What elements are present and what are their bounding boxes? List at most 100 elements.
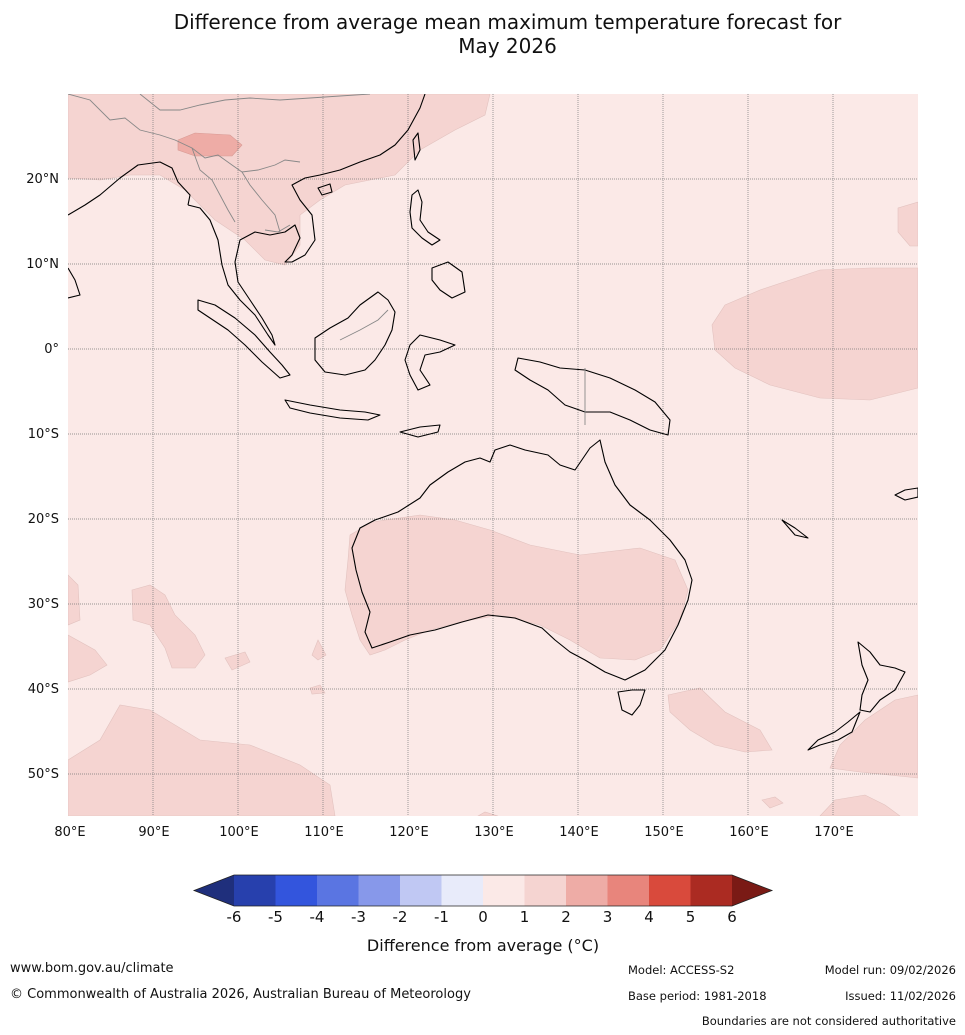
colorbar-tick-label: -1 — [434, 908, 449, 926]
colorbar-label: Difference from average (°C) — [367, 936, 599, 955]
colorbar-outline — [192, 874, 774, 907]
lon-label: 120°E — [389, 825, 429, 840]
lat-label: 10°S — [28, 427, 59, 442]
colorbar-tick-label: -5 — [268, 908, 283, 926]
model-text: Model: ACCESS-S2 — [628, 963, 735, 977]
coastline-india-south — [68, 267, 81, 299]
lon-label: 90°E — [138, 825, 169, 840]
coastline-india — [68, 161, 191, 216]
colorbar-tick-label: -3 — [351, 908, 366, 926]
colorbar-swatch — [275, 875, 317, 906]
coastline-sumatra — [197, 299, 291, 379]
latitude-labels: 20°N 10°N 0° 10°S 20°S 30°S 40°S 50°S — [26, 172, 59, 782]
anomaly-region-hot — [177, 132, 243, 157]
coastline-mainland-sea — [187, 94, 426, 346]
lat-label: 40°S — [28, 682, 59, 697]
lon-label: 170°E — [814, 825, 854, 840]
longitude-labels: 80°E 90°E 100°E 110°E 120°E 130°E 140°E … — [54, 825, 853, 840]
graticule — [68, 94, 918, 816]
lon-label: 150°E — [644, 825, 684, 840]
coastline-philippines-mindanao — [431, 261, 466, 299]
colorbar-tick-label: -2 — [393, 908, 408, 926]
coastline-borneo — [314, 291, 396, 376]
colorbar-swatch — [400, 875, 442, 906]
anomaly-region-south-indian-2 — [131, 584, 206, 669]
issued-text: Issued: 11/02/2026 — [845, 989, 956, 1003]
base-period-text: Base period: 1981-2018 — [628, 989, 767, 1003]
lon-label: 110°E — [304, 825, 344, 840]
coastline-new-guinea — [514, 357, 671, 436]
anomaly-region-asia — [68, 94, 491, 266]
colorbar-tick-label: 2 — [561, 908, 571, 926]
anomaly-region-tasman — [667, 687, 773, 753]
anomaly-region-west-edge — [68, 574, 81, 626]
coastline-australia — [351, 439, 693, 681]
colorbar-extend-low — [194, 875, 234, 906]
national-boundaries — [68, 94, 586, 425]
lat-label: 20°N — [26, 172, 59, 187]
coastline-nz-south — [807, 711, 861, 751]
lat-label: 20°S — [28, 512, 59, 527]
colorbar-tick-label: 5 — [686, 908, 696, 926]
colorbar-swatch — [607, 875, 649, 906]
lat-label: 10°N — [26, 257, 59, 272]
copyright-text: © Commonwealth of Australia 2026, Austra… — [10, 987, 471, 1002]
anomaly-region-small-3 — [309, 684, 326, 695]
colorbar-swatch — [690, 875, 732, 906]
colorbar-tick-label: 6 — [727, 908, 737, 926]
colorbar-swatch — [524, 875, 566, 906]
colorbar-swatch — [358, 875, 400, 906]
website-link[interactable]: www.bom.gov.au/climate — [10, 961, 174, 976]
anomaly-region-nz-east — [829, 694, 918, 779]
lon-label: 80°E — [54, 825, 85, 840]
map-title-line2: May 2026 — [458, 34, 557, 58]
colorbar-ticks: -6 -5 -4 -3 -2 -1 0 1 2 3 4 5 6 — [227, 908, 737, 926]
lat-label: 50°S — [28, 767, 59, 782]
colorbar-tick-label: 0 — [478, 908, 488, 926]
anomaly-region-australia — [344, 514, 689, 661]
colorbar-extend-high — [732, 875, 772, 906]
colorbar-swatch — [649, 875, 691, 906]
anomaly-region-west-edge-2 — [68, 634, 108, 683]
colorbar-tick-label: 4 — [644, 908, 654, 926]
colorbar-swatch — [234, 875, 276, 906]
coastline-nz-north — [857, 641, 906, 713]
lon-label: 130°E — [474, 825, 514, 840]
coastline-sulawesi — [404, 334, 456, 391]
coastline-java — [284, 399, 381, 421]
coastline-hainan — [317, 183, 333, 196]
anomaly-region-south-indian-1 — [68, 704, 336, 816]
lat-label: 30°S — [28, 597, 59, 612]
lon-label: 160°E — [729, 825, 769, 840]
model-run-text: Model run: 09/02/2026 — [824, 963, 956, 977]
colorbar-tick-label: -4 — [310, 908, 325, 926]
colorbar — [192, 874, 774, 907]
colorbar-tick-label: 1 — [520, 908, 530, 926]
colorbar-tick-label: 3 — [603, 908, 613, 926]
anomaly-region-pacific-equator — [711, 267, 918, 401]
map-title: Difference from average mean maximum tem… — [0, 10, 965, 58]
map-title-line1: Difference from average mean maximum tem… — [173, 10, 842, 34]
anomaly-region-small-4 — [761, 796, 784, 809]
lon-label: 140°E — [559, 825, 599, 840]
colorbar-tick-label: -6 — [227, 908, 242, 926]
colorbar-swatch — [317, 875, 359, 906]
anomaly-region-pacific-north — [897, 201, 918, 247]
anomaly-region-south-pacific — [819, 794, 901, 816]
coastline-philippines-luzon — [409, 189, 441, 246]
disclaimer-text: Boundaries are not considered authoritat… — [701, 1014, 956, 1028]
colorbar-swatch — [566, 875, 608, 906]
lat-label: 0° — [44, 342, 59, 357]
colorbar-swatch — [441, 875, 483, 906]
coastline-new-caledonia — [781, 519, 809, 539]
coastline-fiji — [894, 487, 918, 501]
colorbar-swatch — [483, 875, 525, 906]
anomaly-regions — [68, 94, 918, 816]
coastline-timor — [399, 424, 441, 438]
lon-label: 100°E — [219, 825, 259, 840]
coastline-taiwan — [412, 132, 421, 161]
anomaly-region-small-2 — [311, 639, 327, 661]
coastlines — [68, 94, 918, 751]
coastline-tasmania — [617, 689, 646, 716]
